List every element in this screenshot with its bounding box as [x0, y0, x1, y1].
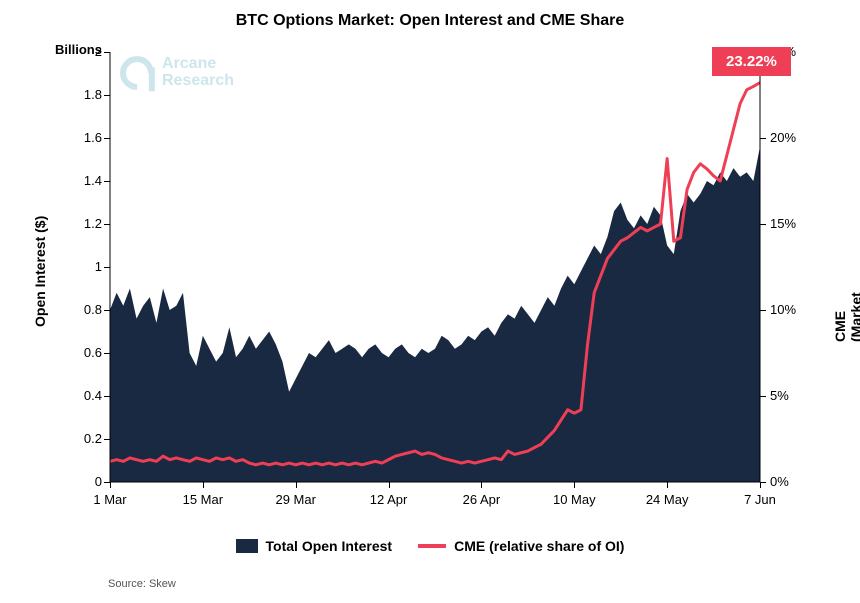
y-left-axis-label: Open Interest ($) — [32, 216, 48, 327]
x-tick: 12 Apr — [370, 492, 408, 507]
y-left-tick: 1.8 — [62, 87, 102, 102]
legend-label-line: CME (relative share of OI) — [454, 538, 624, 554]
x-tick: 10 May — [553, 492, 596, 507]
x-tick: 29 Mar — [275, 492, 315, 507]
legend-label-area: Total Open Interest — [266, 538, 393, 554]
y-right-tick: 5% — [770, 388, 820, 403]
legend-item-area: Total Open Interest — [236, 538, 393, 554]
x-tick: 15 Mar — [183, 492, 223, 507]
y-left-tick: 0.8 — [62, 302, 102, 317]
legend-swatch-line-icon — [418, 544, 446, 548]
legend-swatch-area-icon — [236, 539, 258, 553]
y-right-axis-label: CME (Market Share) — [832, 292, 860, 342]
y-left-tick: 1.6 — [62, 130, 102, 145]
x-tick: 24 May — [646, 492, 689, 507]
y-right-tick: 0% — [770, 474, 820, 489]
y-left-tick: 0 — [62, 474, 102, 489]
legend-item-line: CME (relative share of OI) — [418, 538, 624, 554]
x-tick: 7 Jun — [744, 492, 776, 507]
chart-title: BTC Options Market: Open Interest and CM… — [0, 12, 860, 30]
x-tick: 26 Apr — [463, 492, 501, 507]
y-left-tick: 0.2 — [62, 431, 102, 446]
source-note: Source: Skew — [108, 578, 176, 590]
y-left-tick: 0.6 — [62, 345, 102, 360]
y-left-tick: 2 — [62, 44, 102, 59]
y-left-tick: 0.4 — [62, 388, 102, 403]
chart-plot — [110, 52, 760, 482]
value-callout: 23.22% — [712, 47, 791, 76]
y-right-tick: 20% — [770, 130, 820, 145]
y-right-tick: 10% — [770, 302, 820, 317]
x-tick: 1 Mar — [93, 492, 126, 507]
y-left-tick: 1 — [62, 259, 102, 274]
y-right-tick: 15% — [770, 216, 820, 231]
legend: Total Open Interest CME (relative share … — [0, 538, 860, 554]
y-left-tick: 1.2 — [62, 216, 102, 231]
y-left-tick: 1.4 — [62, 173, 102, 188]
